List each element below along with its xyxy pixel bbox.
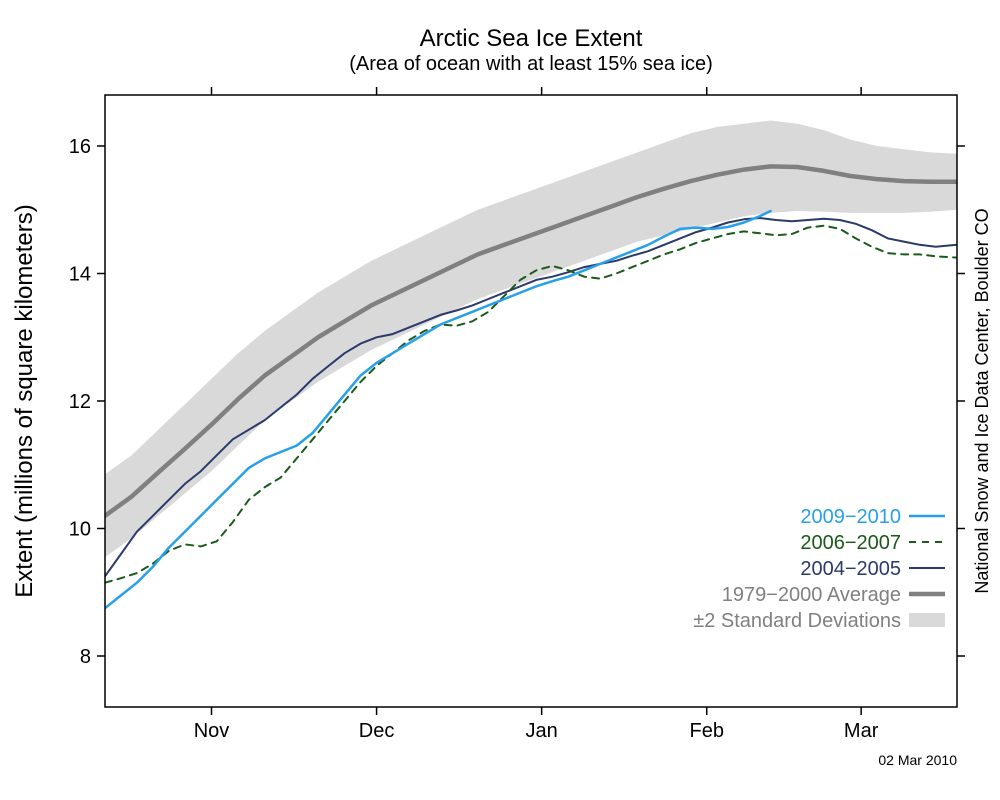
credit-text: National Snow and Ice Data Center, Bould… (972, 208, 992, 593)
y-tick-label: 10 (69, 519, 91, 541)
y-tick-label: 16 (69, 136, 91, 158)
x-tick-label: Mar (844, 720, 879, 742)
legend-label: ±2 Standard Deviations (693, 610, 901, 632)
std-dev-band (105, 121, 957, 558)
x-tick-label: Dec (359, 720, 395, 742)
chart-container: 8 10 12 14 16 Nov Dec Jan Feb Mar Arctic Sea Ice E… (0, 0, 1000, 800)
chart-title: Arctic Sea Ice Extent (420, 25, 643, 52)
x-tick-label: Feb (689, 720, 723, 742)
y-tick-label: 14 (69, 264, 91, 286)
y-tick-label: 8 (80, 646, 91, 668)
y-tick-label: 12 (69, 391, 91, 413)
x-tick-label: Jan (526, 720, 558, 742)
legend-label: 2006−2007 (800, 532, 901, 554)
x-tick-label: Nov (194, 720, 230, 742)
date-text: 02 Mar 2010 (878, 752, 957, 768)
legend-label: 1979−2000 Average (722, 584, 901, 606)
legend-swatch-band (909, 613, 945, 627)
chart-subtitle: (Area of ocean with at least 15% sea ice… (349, 53, 713, 75)
y-axis-label: Extent (millions of square kilometers) (11, 204, 38, 597)
chart-svg: 8 10 12 14 16 Nov Dec Jan Feb Mar Arctic Sea Ice E… (0, 0, 1000, 800)
legend-label: 2004−2005 (800, 558, 901, 580)
legend-label: 2009−2010 (800, 506, 901, 528)
